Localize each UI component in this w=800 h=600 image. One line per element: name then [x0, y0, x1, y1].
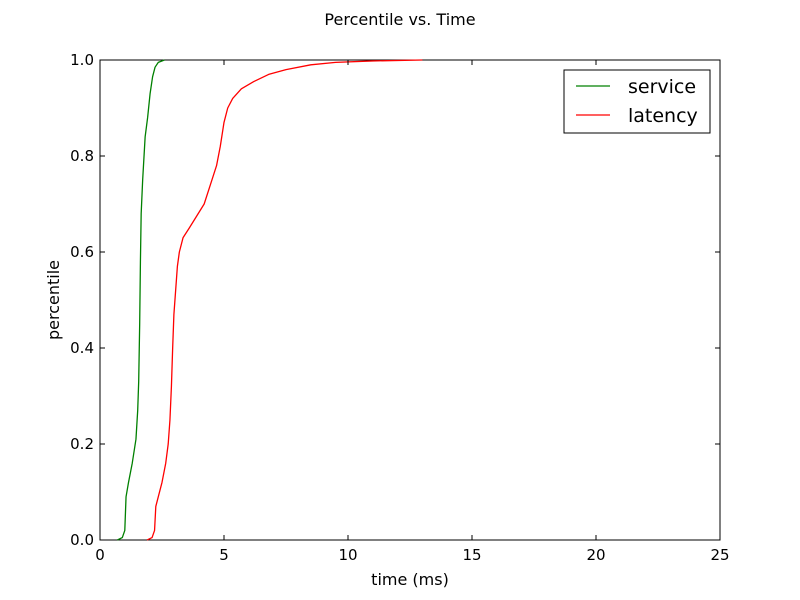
y-tick-label: 0.4	[70, 339, 94, 357]
y-tick-label: 0.8	[70, 147, 94, 165]
legend-box	[563, 69, 711, 134]
legend-label-latency: latency	[628, 105, 698, 127]
series-layer	[117, 59, 423, 541]
y-tick-label: 0.6	[70, 243, 94, 261]
x-axis-label: time (ms)	[371, 570, 449, 589]
x-tick-label: 15	[462, 546, 481, 564]
chart-title: Percentile vs. Time	[324, 10, 475, 29]
x-tick-label: 10	[338, 546, 357, 564]
y-tick-label: 0.2	[70, 435, 94, 453]
series-line-latency	[146, 59, 423, 541]
legend: service latency	[563, 69, 711, 134]
y-axis-label: percentile	[44, 260, 63, 340]
x-tick-label: 0	[95, 546, 105, 564]
y-tick-label: 1.0	[70, 51, 94, 69]
y-axis-ticks: 0.0 0.2 0.4 0.6 0.8 1.0	[70, 51, 720, 549]
x-tick-label: 20	[586, 546, 605, 564]
y-tick-label: 0.0	[70, 531, 94, 549]
x-tick-label: 25	[710, 546, 729, 564]
x-axis-ticks: 0 5 10 15 20 25	[95, 60, 730, 564]
legend-label-service: service	[628, 76, 696, 98]
x-tick-label: 5	[219, 546, 229, 564]
series-line-service	[117, 59, 165, 541]
